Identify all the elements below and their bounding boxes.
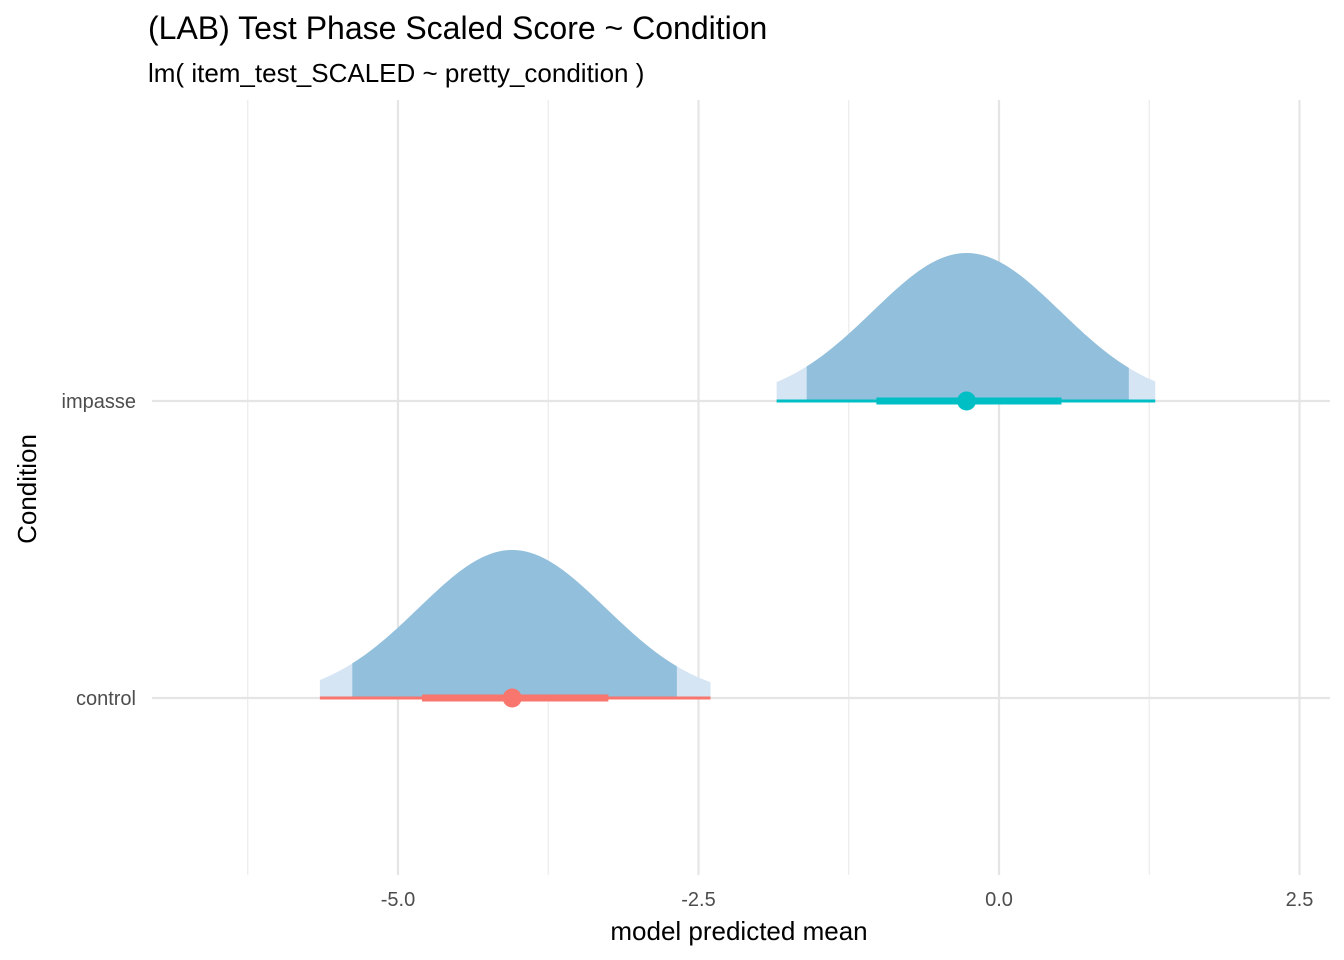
y-tick-label: control xyxy=(76,688,136,710)
interval-layer xyxy=(319,391,1156,708)
chart-subtitle: lm( item_test_SCALED ~ pretty_condition … xyxy=(148,58,645,88)
grid-lines xyxy=(152,100,1330,875)
density-inner-impasse xyxy=(806,253,1129,401)
density-layer xyxy=(319,253,1156,698)
x-tick-label: -5.0 xyxy=(381,889,415,911)
x-axis-title: model predicted mean xyxy=(610,916,867,946)
x-axis-ticks: -5.0 -2.5 0.0 2.5 xyxy=(381,889,1314,911)
x-tick-label: -2.5 xyxy=(681,889,715,911)
density-inner-control xyxy=(352,550,677,698)
y-axis-title: Condition xyxy=(12,434,42,544)
y-tick-label: impasse xyxy=(62,391,136,413)
chart-title: (LAB) Test Phase Scaled Score ~ Conditio… xyxy=(148,10,768,46)
point-estimate-impasse xyxy=(957,391,977,411)
y-axis-ticks: control impasse xyxy=(62,391,136,710)
x-tick-label: 0.0 xyxy=(985,889,1013,911)
x-tick-label: 2.5 xyxy=(1286,889,1314,911)
point-estimate-control xyxy=(502,688,522,708)
